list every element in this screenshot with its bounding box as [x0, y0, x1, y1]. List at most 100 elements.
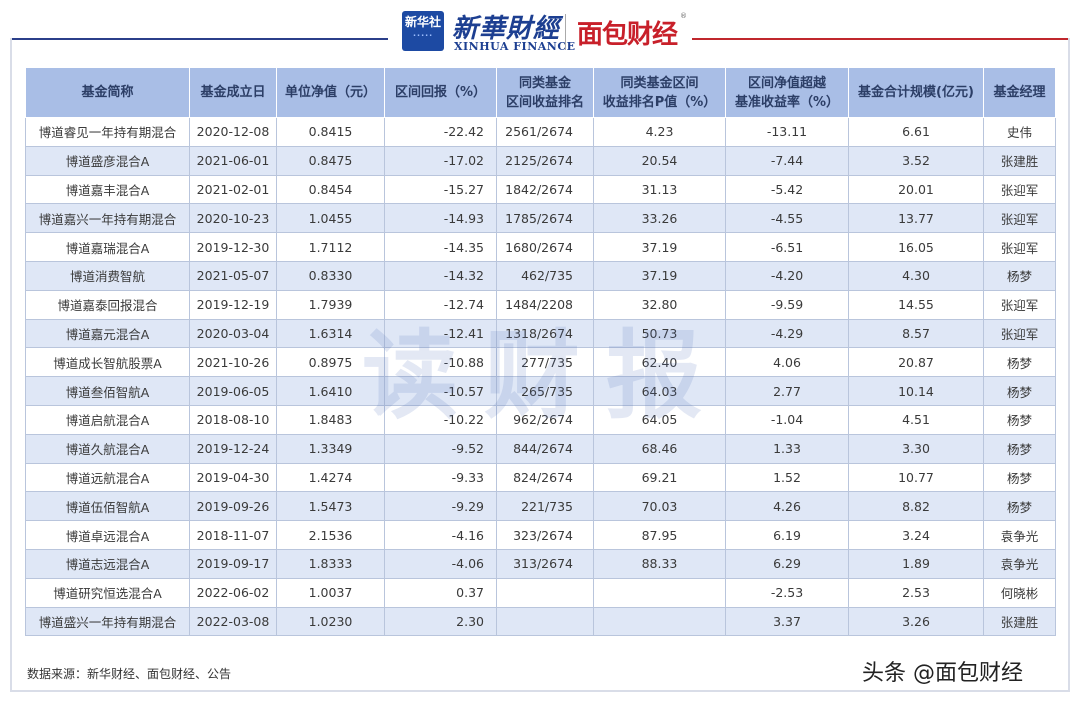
- table-cell: 13.77: [848, 203, 984, 234]
- logo-divider: [565, 14, 566, 50]
- table-cell: 博道嘉瑞混合A: [25, 232, 190, 262]
- table-cell: 20.87: [848, 347, 984, 378]
- table-cell: 20.01: [848, 174, 984, 205]
- table-cell: 68.46: [593, 433, 726, 464]
- table-row: 博道睿见一年持有期混合 2020-12-08 0.8415 -22.42 2561/26…: [25, 117, 1056, 147]
- table-cell: 杨梦: [983, 260, 1056, 291]
- table-cell: 0.8475: [276, 145, 385, 176]
- table-cell: [593, 577, 726, 608]
- table-cell: 袁争光: [983, 520, 1056, 550]
- table-cell: 1.8483: [276, 404, 385, 435]
- table-cell: 1.0455: [276, 203, 385, 234]
- table-body: 博道睿见一年持有期混合 2020-12-08 0.8415 -22.42 2561/26…: [25, 117, 1056, 637]
- table-cell: 1.7939: [276, 289, 385, 320]
- table-cell: -9.52: [384, 433, 497, 464]
- table-cell: 博道嘉兴一年持有期混合: [25, 203, 190, 234]
- table-cell: 2021-05-07: [189, 260, 277, 291]
- table-cell: [593, 606, 726, 637]
- table-cell: 844/2674: [496, 433, 594, 464]
- table-cell: 博道嘉丰混合A: [25, 174, 190, 205]
- table-cell: 2022-06-02: [189, 577, 277, 608]
- table-cell: [496, 606, 594, 637]
- table-cell: 1.7112: [276, 232, 385, 262]
- table-cell: 1.5473: [276, 491, 385, 522]
- table-cell: 33.26: [593, 203, 726, 234]
- table-cell: 1318/2674: [496, 318, 594, 349]
- table-cell: -12.74: [384, 289, 497, 320]
- table-cell: 2019-12-24: [189, 433, 277, 464]
- table-cell: 2022-03-08: [189, 606, 277, 637]
- table-cell: 3.26: [848, 606, 984, 637]
- table-cell: 4.51: [848, 404, 984, 435]
- table-cell: 博道启航混合A: [25, 404, 190, 435]
- table-cell: 50.73: [593, 318, 726, 349]
- table-cell: 20.54: [593, 145, 726, 176]
- table-cell: 4.26: [725, 491, 849, 522]
- table-cell: 博道盛彦混合A: [25, 145, 190, 176]
- data-source-note: 数据来源：新华财经、面包财经、公告: [27, 667, 232, 681]
- table-cell: 2125/2674: [496, 145, 594, 176]
- table-row: 博道盛兴一年持有期混合 2022-03-08 1.0230 2.30 3.37 3.26 张…: [25, 606, 1056, 637]
- table-cell: 博道研究恒选混合A: [25, 577, 190, 608]
- xinhua-badge-logo: 新华社 ∙∙∙∙∙: [402, 11, 444, 51]
- table-cell: 37.19: [593, 260, 726, 291]
- table-cell: 87.95: [593, 520, 726, 550]
- table-cell: 2020-03-04: [189, 318, 277, 349]
- table-cell: 2.77: [725, 376, 849, 406]
- table-cell: 0.8975: [276, 347, 385, 378]
- table-cell: -22.42: [384, 117, 497, 147]
- table-cell: -9.33: [384, 462, 497, 493]
- table-cell: 1.4274: [276, 462, 385, 493]
- table-cell: -4.20: [725, 260, 849, 291]
- toutiao-brand: 头条 @面包财经: [862, 661, 1023, 686]
- table-cell: 1680/2674: [496, 232, 594, 262]
- fund-table: 基金简称 基金成立日 单位净值（元） 区间回报（%） 同类基金 区间收益排名 同类基金区间收…: [25, 67, 1056, 637]
- table-row: 博道盛彦混合A 2021-06-01 0.8475 -17.02 2125/2674 20…: [25, 145, 1056, 176]
- table-cell: -9.59: [725, 289, 849, 320]
- table-cell: 4.23: [593, 117, 726, 147]
- table-cell: 313/2674: [496, 548, 594, 579]
- table-cell: -10.88: [384, 347, 497, 378]
- table-cell: 2561/2674: [496, 117, 594, 147]
- table-cell: 3.52: [848, 145, 984, 176]
- table-cell: 张迎军: [983, 203, 1056, 234]
- table-cell: 2.53: [848, 577, 984, 608]
- table-cell: 2021-06-01: [189, 145, 277, 176]
- table-cell: 2.1536: [276, 520, 385, 550]
- table-cell: 221/735: [496, 491, 594, 522]
- table-row: 博道嘉瑞混合A 2019-12-30 1.7112 -14.35 1680/2674 37…: [25, 232, 1056, 262]
- xinhua-badge-text: 新华社: [404, 15, 441, 29]
- table-cell: 462/735: [496, 260, 594, 291]
- table-cell: 31.13: [593, 174, 726, 205]
- table-cell: 1.33: [725, 433, 849, 464]
- mianbao-logo: 面包财经: [577, 20, 678, 50]
- table-cell: 何晓彬: [983, 577, 1056, 608]
- table-cell: 博道成长智航股票A: [25, 347, 190, 378]
- table-header-row: 基金简称 基金成立日 单位净值（元） 区间回报（%） 同类基金 区间收益排名 同类基金区间收…: [25, 67, 1056, 118]
- table-row: 博道嘉泰回报混合 2019-12-19 1.7939 -12.74 1484/2208 3…: [25, 289, 1056, 320]
- table-cell: 1.52: [725, 462, 849, 493]
- table-cell: 2021-10-26: [189, 347, 277, 378]
- table-row: 博道启航混合A 2018-08-10 1.8483 -10.22 962/2674 64.…: [25, 404, 1056, 435]
- table-row: 博道嘉元混合A 2020-03-04 1.6314 -12.41 1318/2674 50…: [25, 318, 1056, 349]
- table-cell: -17.02: [384, 145, 497, 176]
- table-cell: 6.61: [848, 117, 984, 147]
- table-cell: -14.93: [384, 203, 497, 234]
- column-header: 同类基金 区间收益排名: [496, 67, 594, 118]
- table-cell: 2.30: [384, 606, 497, 637]
- table-cell: 64.05: [593, 404, 726, 435]
- table-cell: 277/735: [496, 347, 594, 378]
- xinhua-finance-logo-en: XINHUA FINANCE: [454, 40, 576, 53]
- table-row: 博道志远混合A 2019-09-17 1.8333 -4.06 313/2674 88.3…: [25, 548, 1056, 579]
- table-cell: 袁争光: [983, 548, 1056, 579]
- table-cell: 张迎军: [983, 232, 1056, 262]
- table-cell: 1.0037: [276, 577, 385, 608]
- xinhua-finance-logo-cn: 新華財經: [452, 14, 561, 44]
- table-cell: 2020-10-23: [189, 203, 277, 234]
- table-cell: 博道叁佰智航A: [25, 376, 190, 406]
- table-cell: 2019-12-19: [189, 289, 277, 320]
- table-cell: 杨梦: [983, 347, 1056, 378]
- table-cell: 4.06: [725, 347, 849, 378]
- table-cell: 博道志远混合A: [25, 548, 190, 579]
- table-cell: 杨梦: [983, 462, 1056, 493]
